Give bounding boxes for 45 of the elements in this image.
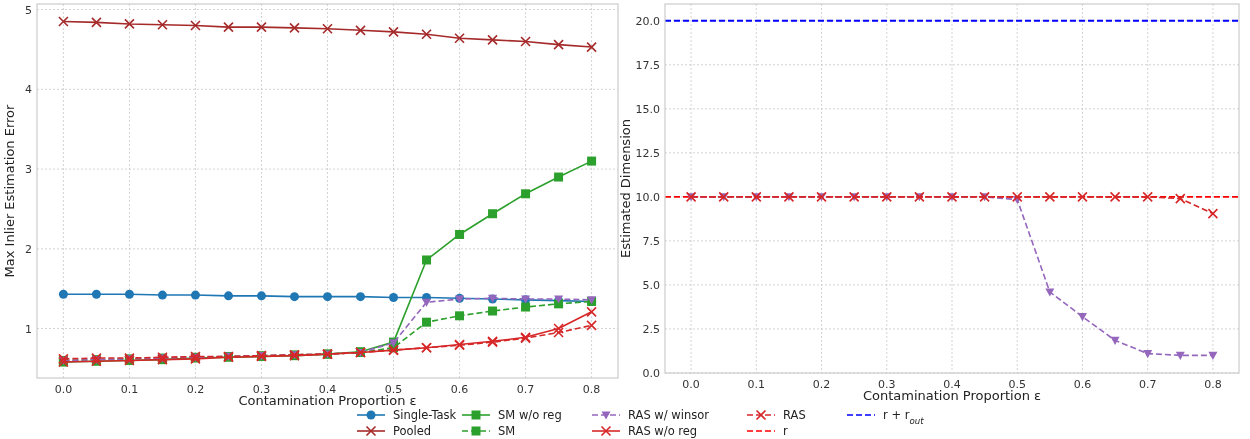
x-axis-title: Contamination Proportion ε — [862, 388, 1042, 403]
y-tick-label: 15.0 — [635, 102, 660, 116]
x-tick-label: 0.6 — [1073, 378, 1092, 391]
x-tick-label: 0.2 — [812, 378, 831, 391]
y-tick-label: 3 — [25, 163, 32, 177]
y-tick-label: 0.0 — [642, 367, 660, 380]
y-tick-label: 2 — [25, 242, 32, 256]
y-tick-label: 5.0 — [642, 278, 660, 292]
x-tick-label: 0.7 — [516, 383, 535, 396]
legend-label: RAS w/ winsor — [628, 408, 710, 422]
y-tick-label: 7.5 — [642, 234, 660, 248]
x-tick-label: 0.0 — [54, 383, 73, 396]
x-tick-label: 0.6 — [450, 383, 469, 396]
y-tick-label: 10.0 — [635, 190, 660, 204]
x-tick-label: 0.3 — [878, 378, 896, 391]
legend-label: SM w/o reg — [498, 408, 562, 422]
y-axis-title: Max Inlier Estimation Error — [2, 103, 17, 278]
x-tick-label: 0.3 — [252, 383, 271, 396]
y-tick-label: 12.5 — [635, 146, 660, 160]
x-tick-label: 0.1 — [747, 378, 766, 391]
y-tick-label: 4 — [25, 83, 32, 97]
x-tick-label: 0.1 — [120, 383, 139, 396]
x-tick-label: 0.0 — [682, 378, 700, 391]
y-tick-label: 1 — [25, 322, 32, 336]
x-tick-label: 0.5 — [1008, 378, 1026, 391]
legend-label: r — [783, 424, 788, 438]
legend-label: RAS — [783, 408, 806, 422]
x-tick-label: 0.2 — [186, 383, 205, 396]
y-tick-label: 17.5 — [635, 58, 660, 72]
y-tick-label: 5 — [25, 3, 32, 17]
y-axis-title: Estimated Dimension — [618, 119, 633, 258]
legend-label: Pooled — [393, 424, 432, 438]
x-tick-label: 0.8 — [1204, 378, 1222, 391]
y-tick-label: 20.0 — [635, 14, 660, 28]
legend-label: r + r$_{out}$ — [883, 408, 925, 426]
x-tick-label: 0.4 — [943, 378, 961, 391]
x-tick-label: 0.8 — [582, 383, 601, 396]
legend-label: Single-Task — [393, 408, 457, 422]
x-tick-label: 0.7 — [1138, 378, 1157, 391]
x-axis-title: Contamination Proportion ε — [238, 393, 417, 408]
x-tick-label: 0.4 — [318, 383, 337, 396]
x-tick-label: 0.5 — [384, 383, 403, 396]
legend-label: SM — [498, 424, 516, 438]
legend-label: RAS w/o reg — [628, 424, 698, 438]
y-tick-label: 2.5 — [642, 322, 660, 336]
